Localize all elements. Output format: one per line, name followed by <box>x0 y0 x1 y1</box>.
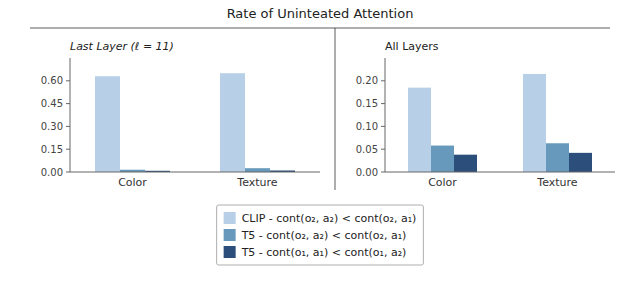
tick-label: 0.60 <box>41 75 63 86</box>
tick-mark <box>66 126 70 127</box>
category-label: Color <box>118 176 147 189</box>
bars: CLIP - cont(o₂, a₂) < cont(o₂, a₁) CLIP -… <box>95 73 295 172</box>
bar: CLIP - cont(o₂, a₂) < cont(o₂, a₁) <box>220 73 245 172</box>
panel-separator <box>335 28 336 190</box>
tick-label: 0.20 <box>356 75 378 86</box>
legend-box <box>217 205 424 265</box>
tick-mark <box>381 149 385 150</box>
panel: All Layers 0.00 0.05 0.10 0.15 0.20 CLIP - con… <box>356 40 615 189</box>
tick-mark <box>381 80 385 81</box>
bar: T5 - cont(o₂, a₂) < cont(o₂, a₁) <box>431 146 454 172</box>
panel-title: Last Layer (ℓ = 11) <box>70 40 174 53</box>
tick-mark <box>381 172 385 173</box>
tick-label: 0.10 <box>356 121 378 132</box>
tick-label: 0.30 <box>41 121 63 132</box>
legend-swatch <box>224 246 236 258</box>
tick-label: 0.05 <box>356 144 378 155</box>
chart-root: Rate of Uninteated Attention Last Layer (… <box>0 0 640 287</box>
bar: T5 - cont(o₁, a₁) < cont(o₁, a₂) <box>454 155 477 172</box>
title-rule <box>30 28 610 29</box>
tick-label: 0.45 <box>41 98 63 109</box>
category-label: Texture <box>236 176 277 189</box>
tick-label: 0.00 <box>41 167 63 178</box>
tick-mark <box>381 126 385 127</box>
legend: CLIP - cont(o₂, a₂) < cont(o₂, a₁) T5 - c… <box>217 205 424 265</box>
legend-label: CLIP - cont(o₂, a₂) < cont(o₂, a₁) <box>242 212 417 225</box>
bar: T5 - cont(o₂, a₂) < cont(o₂, a₁) <box>245 168 270 172</box>
tick-label: 0.00 <box>356 167 378 178</box>
panel-title: All Layers <box>385 40 439 53</box>
tick-mark <box>66 80 70 81</box>
title: Rate of Uninteated Attention <box>227 6 414 21</box>
legend-swatch <box>224 212 236 224</box>
tick-mark <box>66 172 70 173</box>
bars: CLIP - cont(o₂, a₂) < cont(o₂, a₁) CLIP -… <box>408 74 592 172</box>
tick-label: 0.15 <box>41 144 63 155</box>
bar: T5 - cont(o₁, a₁) < cont(o₁, a₂) <box>569 153 592 172</box>
legend-label: T5 - cont(o₁, a₁) < cont(o₁, a₂) <box>241 246 407 259</box>
bar: T5 - cont(o₂, a₂) < cont(o₂, a₁) <box>546 143 569 172</box>
legend-swatch <box>224 229 236 241</box>
panel: Last Layer (ℓ = 11) 0.00 0.15 0.30 0.45 0.60 C… <box>41 40 320 189</box>
tick-mark <box>381 103 385 104</box>
y-axis <box>70 58 71 172</box>
y-axis <box>385 58 386 172</box>
category-label: Color <box>428 176 457 189</box>
tick-mark <box>66 149 70 150</box>
x-axis <box>70 172 320 173</box>
legend-label: T5 - cont(o₂, a₂) < cont(o₂, a₁) <box>241 229 407 242</box>
x-axis <box>385 172 615 173</box>
bar: CLIP - cont(o₂, a₂) < cont(o₂, a₁) <box>408 88 431 172</box>
tick-label: 0.15 <box>356 98 378 109</box>
bar: CLIP - cont(o₂, a₂) < cont(o₂, a₁) <box>95 76 120 172</box>
tick-mark <box>66 103 70 104</box>
bar: CLIP - cont(o₂, a₂) < cont(o₂, a₁) <box>523 74 546 172</box>
category-label: Texture <box>536 176 577 189</box>
